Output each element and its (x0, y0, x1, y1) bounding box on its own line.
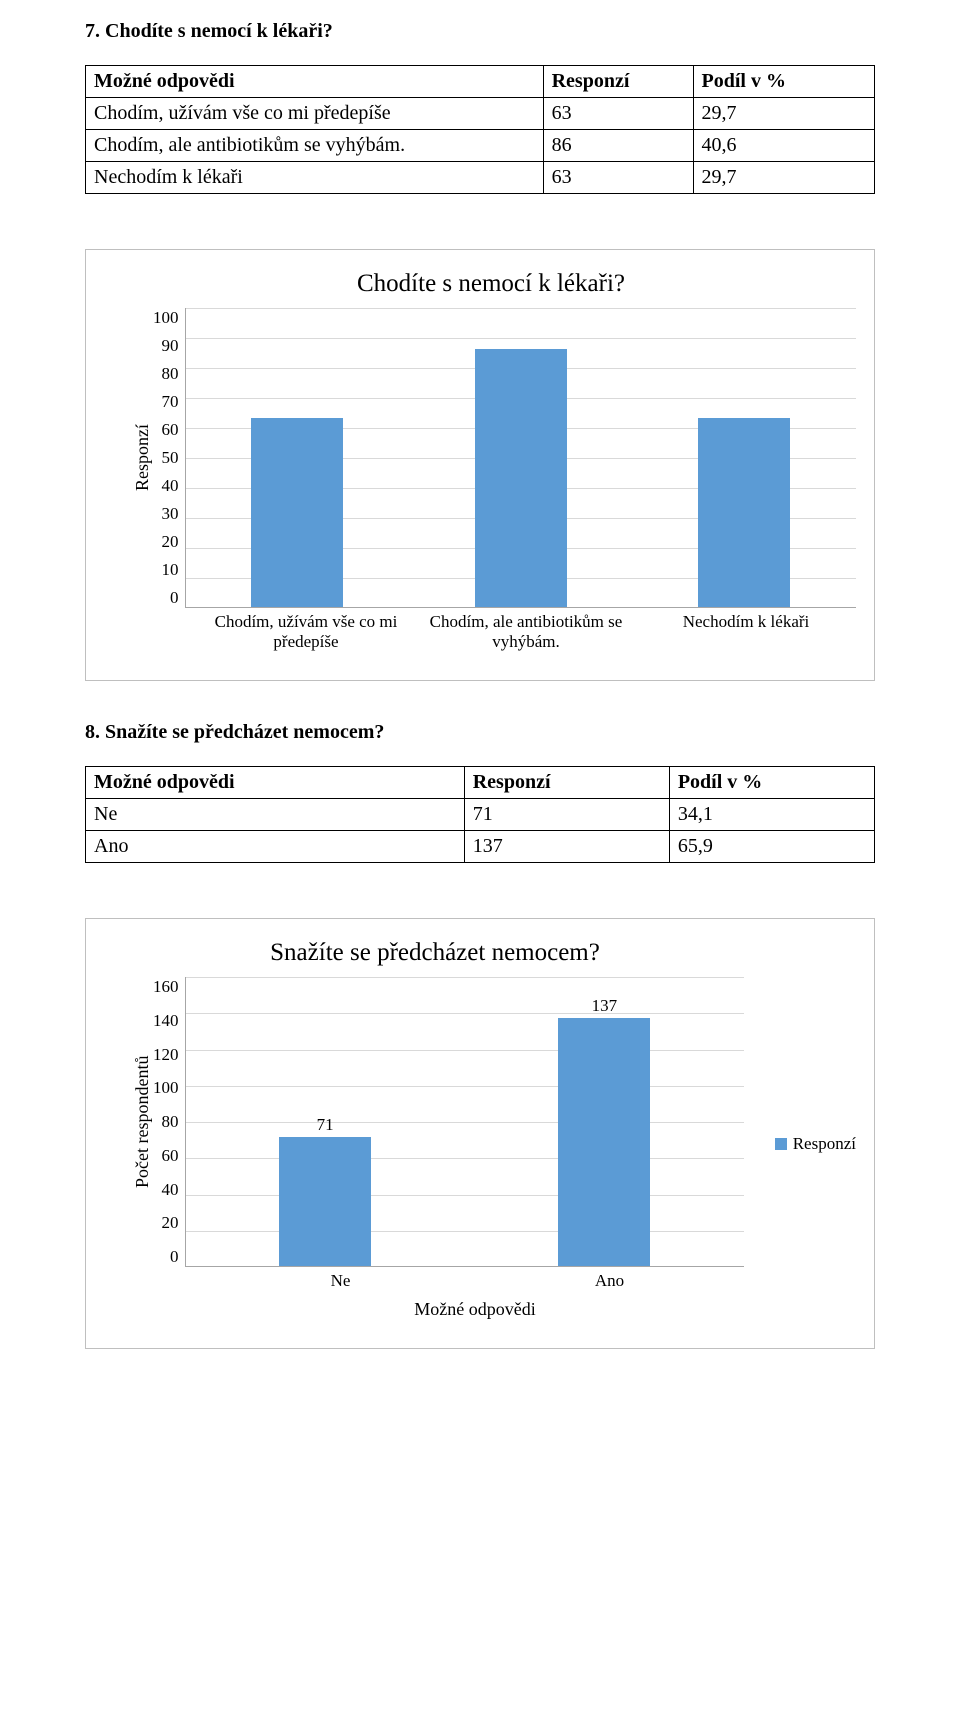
y-tick: 160 (153, 977, 179, 997)
cell: 29,7 (693, 98, 874, 130)
bar (698, 418, 790, 607)
col-header: Responzí (464, 767, 669, 799)
cell: 137 (464, 831, 669, 863)
y-tick: 20 (153, 532, 179, 552)
q7-heading: 7. Chodíte s nemocí k lékaři? (85, 20, 875, 43)
bar (475, 349, 567, 607)
chart-plot (185, 308, 857, 608)
y-tick: 40 (153, 476, 179, 496)
cell: 86 (543, 130, 693, 162)
bar-value-label: 71 (317, 1115, 334, 1135)
chart-title: Chodíte s nemocí k lékaři? (126, 270, 856, 298)
bar-slot: 71 (186, 977, 465, 1266)
q8-table: Možné odpovědi Responzí Podíl v % Ne 71 … (85, 766, 875, 863)
table-row: Chodím, užívám vše co mi předepíše 63 29… (86, 98, 875, 130)
q7-table: Možné odpovědi Responzí Podíl v % Chodím… (85, 65, 875, 194)
bar (558, 1018, 650, 1266)
y-tick: 60 (153, 420, 179, 440)
table-row: Ne 71 34,1 (86, 799, 875, 831)
q8-chart: Snažíte se předcházet nemocem? Počet res… (85, 918, 875, 1349)
y-tick: 100 (153, 308, 179, 328)
y-tick: 10 (153, 560, 179, 580)
x-axis-labels: NeAno (206, 1267, 744, 1291)
y-tick: 120 (153, 1045, 179, 1065)
table-row: Ano 137 65,9 (86, 831, 875, 863)
bar-slot (409, 308, 633, 607)
cell: 34,1 (669, 799, 874, 831)
y-axis-label: Responzí (126, 308, 153, 608)
y-tick: 90 (153, 336, 179, 356)
bar-slot (633, 308, 857, 607)
y-axis-label: Počet respondentů (126, 977, 153, 1267)
q8-heading: 8. Snažíte se předcházet nemocem? (85, 721, 875, 744)
col-header: Podíl v % (693, 66, 874, 98)
y-tick: 40 (153, 1180, 179, 1200)
y-tick: 50 (153, 448, 179, 468)
q7-chart: Chodíte s nemocí k lékaři? Responzí 1009… (85, 249, 875, 681)
table-row: Nechodím k lékaři 63 29,7 (86, 162, 875, 194)
y-tick: 30 (153, 504, 179, 524)
cell: 71 (464, 799, 669, 831)
y-tick: 60 (153, 1146, 179, 1166)
cell: 63 (543, 98, 693, 130)
x-tick-label: Ne (206, 1267, 475, 1291)
table-header-row: Možné odpovědi Responzí Podíl v % (86, 66, 875, 98)
cell: 40,6 (693, 130, 874, 162)
table-row: Chodím, ale antibiotikům se vyhýbám. 86 … (86, 130, 875, 162)
cell: Nechodím k lékaři (86, 162, 544, 194)
y-tick: 0 (153, 1247, 179, 1267)
x-tick-label: Chodím, užívám vše co mi předepíše (196, 608, 416, 652)
col-header: Možné odpovědi (86, 66, 544, 98)
col-header: Možné odpovědi (86, 767, 465, 799)
col-header: Responzí (543, 66, 693, 98)
cell: 63 (543, 162, 693, 194)
chart-plot: 71 137 (185, 977, 745, 1267)
y-tick: 20 (153, 1213, 179, 1233)
chart-bars (186, 308, 857, 607)
chart-title: Snažíte se předcházet nemocem? (126, 939, 744, 967)
chart-legend: Responzí (775, 1134, 856, 1154)
bar (279, 1137, 371, 1266)
x-axis-labels: Chodím, užívám vše co mi předepíšeChodím… (196, 608, 856, 652)
y-tick: 0 (153, 588, 179, 608)
x-tick-label: Nechodím k lékaři (636, 608, 856, 652)
cell: 65,9 (669, 831, 874, 863)
y-axis-ticks: 160 140 120 100 80 60 40 20 0 (153, 977, 185, 1267)
cell: 29,7 (693, 162, 874, 194)
cell: Ano (86, 831, 465, 863)
table-header-row: Možné odpovědi Responzí Podíl v % (86, 767, 875, 799)
y-tick: 70 (153, 392, 179, 412)
cell: Chodím, užívám vše co mi předepíše (86, 98, 544, 130)
y-tick: 80 (153, 1112, 179, 1132)
x-tick-label: Ano (475, 1267, 744, 1291)
cell: Chodím, ale antibiotikům se vyhýbám. (86, 130, 544, 162)
bar-slot: 137 (465, 977, 744, 1266)
x-axis-title: Možné odpovědi (206, 1299, 744, 1320)
y-tick: 100 (153, 1078, 179, 1098)
col-header: Podíl v % (669, 767, 874, 799)
legend-swatch (775, 1138, 787, 1150)
bar-value-label: 137 (592, 996, 618, 1016)
bar-slot (186, 308, 410, 607)
y-tick: 80 (153, 364, 179, 384)
bar (251, 418, 343, 607)
legend-label: Responzí (793, 1134, 856, 1154)
chart-bars: 71 137 (186, 977, 745, 1266)
y-tick: 140 (153, 1011, 179, 1031)
x-tick-label: Chodím, ale antibiotikům se vyhýbám. (416, 608, 636, 652)
y-axis-ticks: 1009080706050403020100 (153, 308, 185, 608)
cell: Ne (86, 799, 465, 831)
